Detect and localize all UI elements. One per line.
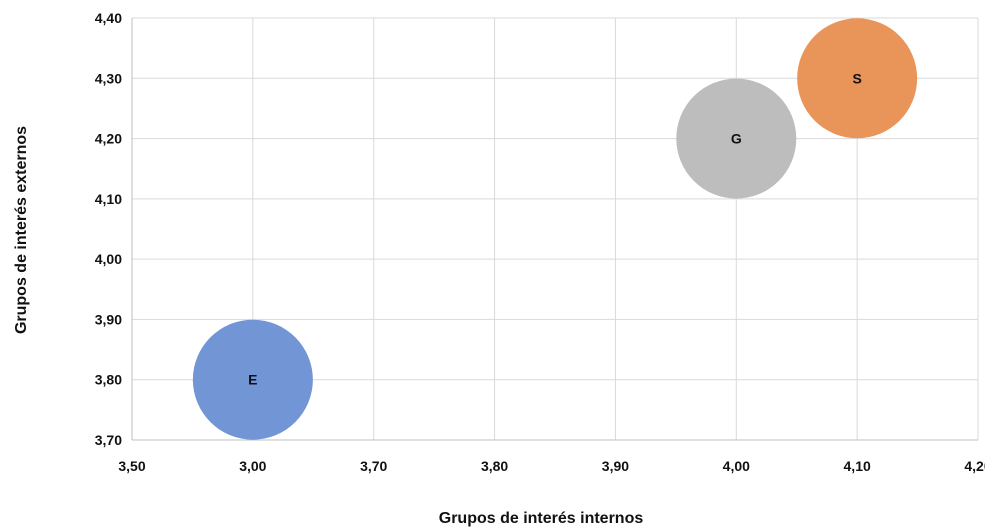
y-tick-label: 3,70: [95, 432, 122, 448]
axes: [131, 18, 978, 441]
bubble-label: E: [248, 372, 257, 388]
bubbles: E G S: [192, 18, 918, 440]
y-tick-label: 3,90: [95, 311, 122, 327]
bubble-label: G: [731, 131, 742, 147]
x-tick-label: 4,20: [964, 458, 985, 474]
y-tick-label: 4,40: [95, 10, 122, 26]
bubble-s: [797, 18, 918, 139]
x-tick-label: 3,70: [360, 458, 387, 474]
x-tick-label: 4,00: [723, 458, 750, 474]
y-tick-label: 4,10: [95, 191, 122, 207]
y-tick-label: 3,80: [95, 372, 122, 388]
y-tick-label: 4,30: [95, 70, 122, 86]
x-axis-title: Grupos de interés internos: [439, 510, 644, 527]
y-axis-title: Grupos de interés externos: [13, 126, 30, 334]
x-axis-ticks: 3,50 3,00 3,70 3,80 3,90 4,00 4,10 4,20: [118, 458, 985, 474]
y-tick-label: 4,20: [95, 131, 122, 147]
bubble-label: S: [852, 70, 861, 86]
x-tick-label: 3,50: [118, 458, 145, 474]
x-tick-label: 3,80: [481, 458, 508, 474]
x-tick-label: 3,00: [239, 458, 266, 474]
bubble-g: [676, 78, 797, 199]
y-tick-label: 4,00: [95, 251, 122, 267]
x-tick-label: 3,90: [602, 458, 629, 474]
bubble-e: [192, 319, 313, 440]
y-axis-ticks: 3,70 3,80 3,90 4,00 4,10 4,20 4,30 4,40: [95, 10, 122, 448]
x-tick-label: 4,10: [844, 458, 871, 474]
